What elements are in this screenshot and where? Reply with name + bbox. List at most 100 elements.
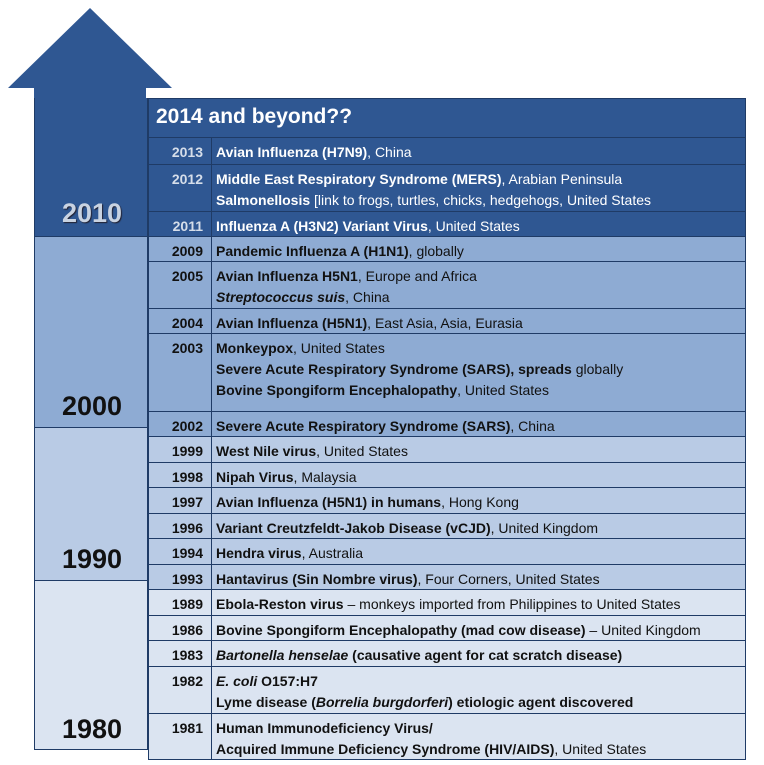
row-events: Avian Influenza (H5N1), East Asia, Asia,…	[212, 309, 745, 333]
decade-label: 1990	[61, 544, 123, 574]
event-text: ) etiologic agent discovered	[448, 694, 634, 710]
event-text: , globally	[408, 243, 464, 259]
row-events: Variant Creutzfeldt-Jakob Disease (vCJD)…	[212, 514, 745, 538]
event-text: O157:H7	[257, 673, 318, 689]
decade-1990-band: 1990	[34, 427, 148, 580]
event-text: (causative agent for cat scratch disease…	[348, 647, 623, 663]
table-row: 2011 Influenza A (H3N2) Variant Virus, Un…	[148, 212, 746, 237]
event-line: Hendra virus, Australia	[216, 543, 745, 564]
table-row: 1999 West Nile virus, United States	[148, 437, 746, 463]
event-text: Pandemic Influenza A (H1N1)	[216, 243, 409, 259]
event-text: , Europe and Africa	[357, 268, 477, 284]
row-year: 1981	[149, 714, 212, 759]
row-events: Pandemic Influenza A (H1N1), globally	[212, 237, 745, 261]
table-row: 1997 Avian Influenza (H5N1) in humans, Ho…	[148, 488, 746, 514]
event-text: Middle East Respiratory Syndrome (MERS)	[216, 171, 502, 187]
table-row: 1994 Hendra virus, Australia	[148, 539, 746, 565]
row-events: Avian Influenza (H7N9), China	[212, 138, 745, 164]
event-line: Ebola-Reston virus – monkeys imported fr…	[216, 594, 745, 615]
event-text: , United States	[427, 218, 520, 234]
row-year: 2009	[149, 237, 212, 261]
event-text: globally	[571, 361, 624, 377]
row-year: 1997	[149, 488, 212, 513]
event-text: Monkeypox	[216, 340, 294, 356]
row-events: West Nile virus, United States	[212, 437, 745, 462]
event-text: , United States	[457, 382, 549, 398]
event-text: , United States	[316, 443, 408, 459]
event-line: Bartonella henselae (causative agent for…	[216, 645, 745, 666]
decade-label: 2010	[61, 198, 123, 228]
row-events: Human Immunodeficiency Virus/Acquired Im…	[212, 714, 745, 759]
timeline-table: 2014 and beyond?? 2013 Avian Influenza (H…	[148, 98, 746, 760]
decade-1980-band: 1980	[34, 580, 148, 750]
event-text: Avian Influenza H5N1	[216, 268, 358, 284]
row-events: Hantavirus (Sin Nombre virus), Four Corn…	[212, 565, 745, 589]
event-text: Avian Influenza (H7N9)	[216, 144, 368, 160]
row-year: 1999	[149, 437, 212, 462]
event-text: , Australia	[301, 545, 364, 561]
event-line: Bovine Spongiform Encephalopathy, United…	[216, 380, 745, 401]
event-text: , Four Corners, United States	[417, 571, 600, 587]
row-year: 1982	[149, 667, 212, 713]
row-year: 2002	[149, 412, 212, 436]
event-line: Influenza A (H3N2) Variant Virus, United…	[216, 216, 745, 237]
event-line: Monkeypox, United States	[216, 338, 745, 359]
event-text: Hendra virus	[216, 545, 302, 561]
table-row: 2004 Avian Influenza (H5N1), East Asia, A…	[148, 309, 746, 334]
event-text: E. coli	[216, 673, 258, 689]
event-text: Severe Acute Respiratory Syndrome (SARS)…	[216, 361, 572, 377]
table-row: 2005 Avian Influenza H5N1, Europe and Afr…	[148, 262, 746, 309]
event-text: , China	[510, 418, 555, 434]
event-text: , United States	[554, 741, 647, 757]
event-line: Nipah Virus, Malaysia	[216, 467, 745, 488]
event-text: – monkeys imported from Philippines to U…	[343, 596, 681, 612]
event-text: , United Kingdom	[490, 520, 599, 536]
event-text: – United Kingdom	[585, 622, 701, 638]
event-line: West Nile virus, United States	[216, 441, 745, 462]
event-line: Severe Acute Respiratory Syndrome (SARS)…	[216, 416, 745, 437]
event-line: Hantavirus (Sin Nombre virus), Four Corn…	[216, 569, 745, 590]
row-year: 2011	[149, 212, 212, 236]
event-line: Middle East Respiratory Syndrome (MERS),…	[216, 169, 745, 190]
event-text: , China	[367, 144, 412, 160]
event-text: Human Immunodeficiency Virus/	[216, 720, 433, 736]
event-text: Bovine Spongiform Encephalopathy (mad co…	[216, 622, 586, 638]
table-row: 1982 E. coli O157:H7 Lyme disease (Borreli…	[148, 667, 746, 714]
event-line: Variant Creutzfeldt-Jakob Disease (vCJD)…	[216, 518, 745, 539]
event-text: West Nile virus	[216, 443, 317, 459]
row-year: 2003	[149, 334, 212, 411]
event-text: Streptococcus suis	[216, 289, 346, 305]
event-line: E. coli O157:H7	[216, 671, 745, 692]
event-line: Salmonellosis [link to frogs, turtles, c…	[216, 190, 745, 211]
row-year: 1983	[149, 641, 212, 666]
event-text: Acquired Immune Deficiency Syndrome (HIV…	[216, 741, 555, 757]
row-events: Bovine Spongiform Encephalopathy (mad co…	[212, 616, 745, 640]
decade-label: 1980	[61, 714, 123, 744]
row-year: 1986	[149, 616, 212, 640]
event-text: Severe Acute Respiratory Syndrome (SARS)	[216, 418, 511, 434]
event-text: Bovine Spongiform Encephalopathy	[216, 382, 458, 398]
row-events: Severe Acute Respiratory Syndrome (SARS)…	[212, 412, 745, 436]
row-year: 1994	[149, 539, 212, 564]
event-line: Lyme disease (Borrelia burgdorferi) etio…	[216, 692, 745, 713]
event-line: Avian Influenza (H5N1), East Asia, Asia,…	[216, 313, 745, 334]
event-text: Avian Influenza (H5N1) in humans	[216, 494, 442, 510]
row-events: Avian Influenza (H5N1) in humans, Hong K…	[212, 488, 745, 513]
timeline-rows: 2013 Avian Influenza (H7N9), China 2012 Mid…	[148, 138, 746, 760]
table-row: 1986 Bovine Spongiform Encephalopathy (ma…	[148, 616, 746, 641]
event-line: Pandemic Influenza A (H1N1), globally	[216, 241, 745, 262]
table-row: 2013 Avian Influenza (H7N9), China	[148, 138, 746, 165]
event-line: Acquired Immune Deficiency Syndrome (HIV…	[216, 739, 745, 760]
table-row: 1989 Ebola-Reston virus – monkeys importe…	[148, 590, 746, 616]
event-line: Avian Influenza (H5N1) in humans, Hong K…	[216, 492, 745, 513]
event-text: Salmonellosis	[216, 192, 311, 208]
row-year: 1996	[149, 514, 212, 538]
row-year: 2012	[149, 165, 212, 211]
event-text: , China	[345, 289, 390, 305]
decade-2000-band: 2000	[34, 236, 148, 427]
row-year: 1998	[149, 463, 212, 487]
event-text: Bartonella henselae	[216, 647, 349, 663]
table-row: 1993 Hantavirus (Sin Nombre virus), Four …	[148, 565, 746, 590]
event-text: Ebola-Reston virus	[216, 596, 344, 612]
event-line: Avian Influenza H5N1, Europe and Africa	[216, 266, 745, 287]
